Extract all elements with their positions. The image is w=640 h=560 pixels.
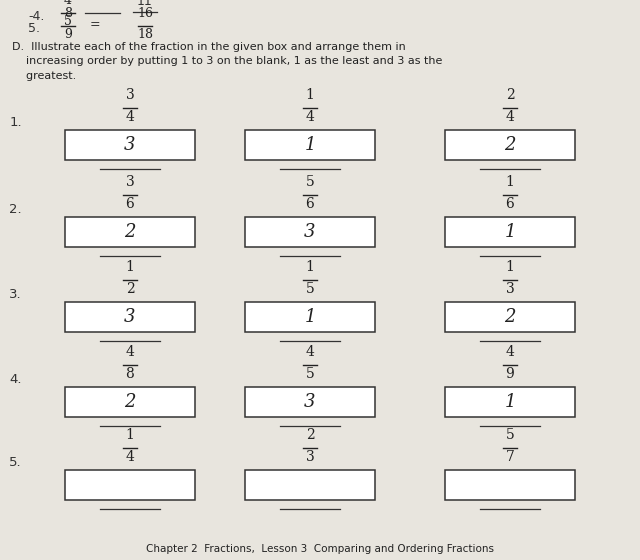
Text: 1: 1	[304, 136, 316, 154]
Text: =: =	[90, 18, 100, 31]
Text: 4: 4	[125, 345, 134, 359]
Text: 2: 2	[306, 428, 314, 442]
Text: 3: 3	[306, 450, 314, 464]
Text: 3: 3	[125, 88, 134, 102]
Text: 1.: 1.	[10, 116, 22, 129]
Text: 9: 9	[64, 28, 72, 41]
Text: 1: 1	[506, 175, 515, 189]
Bar	[445, 217, 575, 247]
Text: 1: 1	[125, 428, 134, 442]
Text: 5.: 5.	[10, 456, 22, 469]
Text: 3: 3	[124, 308, 136, 326]
Text: 2: 2	[504, 136, 516, 154]
Bar	[245, 130, 375, 160]
Text: D.  Illustrate each of the fraction in the given box and arrange them in
    inc: D. Illustrate each of the fraction in th…	[12, 42, 442, 81]
Text: 11: 11	[137, 0, 153, 8]
Text: 2: 2	[504, 308, 516, 326]
Text: 9: 9	[506, 367, 515, 381]
Text: 4: 4	[506, 345, 515, 359]
Text: 1: 1	[305, 88, 314, 102]
Text: 1: 1	[304, 308, 316, 326]
Text: 3: 3	[304, 393, 316, 411]
Bar	[445, 387, 575, 417]
Text: 5: 5	[306, 367, 314, 381]
Text: 4: 4	[64, 0, 72, 7]
Text: Chapter 2  Fractions,  Lesson 3  Comparing and Ordering Fractions: Chapter 2 Fractions, Lesson 3 Comparing …	[146, 544, 494, 554]
Bar	[245, 387, 375, 417]
Text: -4.: -4.	[28, 10, 44, 23]
Bar	[65, 470, 195, 500]
Text: 2: 2	[506, 88, 515, 102]
Text: 2: 2	[124, 223, 136, 241]
Bar	[65, 302, 195, 332]
Text: 6: 6	[506, 197, 515, 211]
Text: 4: 4	[305, 110, 314, 124]
Text: 2.: 2.	[10, 203, 22, 216]
Bar	[65, 217, 195, 247]
Text: 4: 4	[125, 110, 134, 124]
Text: 5: 5	[306, 175, 314, 189]
Text: 1: 1	[506, 260, 515, 274]
Text: 5: 5	[64, 15, 72, 28]
Bar	[445, 302, 575, 332]
Text: 4: 4	[506, 110, 515, 124]
Text: 6: 6	[125, 197, 134, 211]
Text: 3: 3	[304, 223, 316, 241]
Text: 3: 3	[506, 282, 515, 296]
Text: 3.: 3.	[10, 288, 22, 301]
Text: 4: 4	[305, 345, 314, 359]
Text: 1: 1	[305, 260, 314, 274]
Text: 16: 16	[137, 7, 153, 20]
Text: 2: 2	[125, 282, 134, 296]
Text: 7: 7	[506, 450, 515, 464]
Text: 1: 1	[125, 260, 134, 274]
Bar	[445, 130, 575, 160]
Text: 8: 8	[125, 367, 134, 381]
Text: 3: 3	[125, 175, 134, 189]
Text: 8: 8	[64, 7, 72, 20]
Bar	[65, 387, 195, 417]
Text: 5.: 5.	[28, 22, 40, 35]
Bar	[245, 302, 375, 332]
Bar	[245, 470, 375, 500]
Bar	[445, 470, 575, 500]
Text: 5: 5	[506, 428, 515, 442]
Text: 4: 4	[125, 450, 134, 464]
Bar	[65, 130, 195, 160]
Text: 1: 1	[504, 393, 516, 411]
Bar	[245, 217, 375, 247]
Text: 3: 3	[124, 136, 136, 154]
Text: 5: 5	[306, 282, 314, 296]
Text: 2: 2	[124, 393, 136, 411]
Text: 18: 18	[137, 28, 153, 41]
Text: 4.: 4.	[10, 373, 22, 386]
Text: 6: 6	[306, 197, 314, 211]
Text: 1: 1	[504, 223, 516, 241]
